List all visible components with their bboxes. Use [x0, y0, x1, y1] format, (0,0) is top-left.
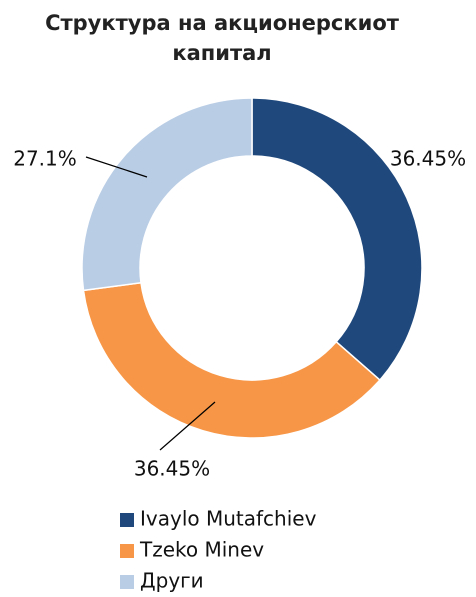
legend-swatch [120, 544, 134, 558]
donut-segment [251, 97, 423, 382]
data-label: 27.1% [13, 147, 77, 171]
data-label: 36.45% [390, 147, 466, 171]
legend-label: Други [140, 569, 204, 593]
legend-label: Tzeko Minev [139, 538, 264, 562]
leader-line [85, 156, 148, 178]
legend-swatch [120, 575, 134, 589]
legend-swatch [120, 513, 134, 527]
donut-segment [81, 97, 253, 292]
data-label: 36.45% [134, 457, 210, 481]
leader-line [159, 401, 216, 451]
chart-title: Структура на акционерскиот капитал [45, 11, 399, 65]
legend-label: Ivaylo Mutafchiev [140, 507, 317, 531]
donut-segment [82, 281, 381, 439]
